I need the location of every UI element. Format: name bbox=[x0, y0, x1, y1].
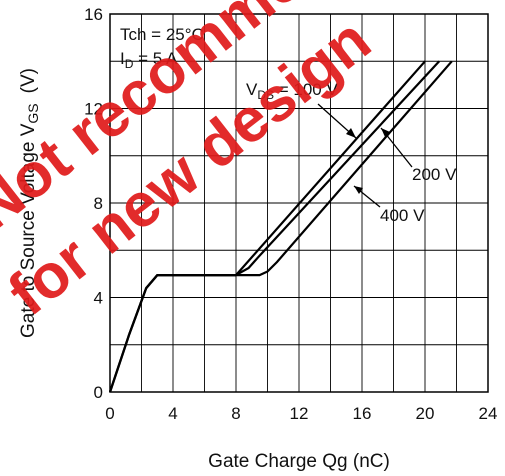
x-tick-label: 16 bbox=[353, 404, 372, 423]
y-tick-label: 8 bbox=[94, 194, 103, 213]
y-tick-label: 0 bbox=[94, 383, 103, 402]
series-labels: VDS = 100 V 200 V 400 V bbox=[246, 80, 457, 225]
condition-temperature: Tch = 25°C bbox=[120, 25, 204, 44]
watermark: Not recommended for new design bbox=[0, 0, 432, 329]
condition-drain-current: ID = 5 A bbox=[120, 49, 178, 71]
arrowhead-100v bbox=[346, 128, 356, 138]
grid-lines bbox=[110, 14, 488, 392]
callout-arrows bbox=[317, 103, 413, 208]
y-tick-label: 16 bbox=[84, 5, 103, 24]
y-tick-label: 4 bbox=[94, 289, 103, 308]
test-conditions: Tch = 25°C ID = 5 A bbox=[120, 25, 204, 71]
series-label-400v: 400 V bbox=[380, 206, 425, 225]
x-tick-label: 4 bbox=[168, 404, 177, 423]
x-tick-label: 20 bbox=[416, 404, 435, 423]
x-tick-label: 12 bbox=[290, 404, 309, 423]
y-axis-title: Gate to Source Voltage VGS(V) bbox=[18, 68, 41, 338]
x-tick-label: 24 bbox=[479, 404, 498, 423]
plot-frame bbox=[109, 13, 489, 393]
arrowhead-200v bbox=[381, 128, 390, 137]
series-line-2 bbox=[108, 60, 453, 393]
x-tick-label: 0 bbox=[105, 404, 114, 423]
x-tick-label: 8 bbox=[231, 404, 240, 423]
series-lines bbox=[108, 60, 453, 393]
series-label-100v: VDS = 100 V bbox=[246, 80, 338, 102]
x-axis-title: Gate Charge Qg (nC) bbox=[208, 451, 390, 472]
tick-labels: 0 4 8 12 16 20 24 0 4 8 12 16 bbox=[84, 5, 497, 423]
series-label-200v: 200 V bbox=[412, 165, 457, 184]
arrowhead-400v bbox=[354, 186, 363, 194]
y-tick-label: 12 bbox=[84, 100, 103, 119]
